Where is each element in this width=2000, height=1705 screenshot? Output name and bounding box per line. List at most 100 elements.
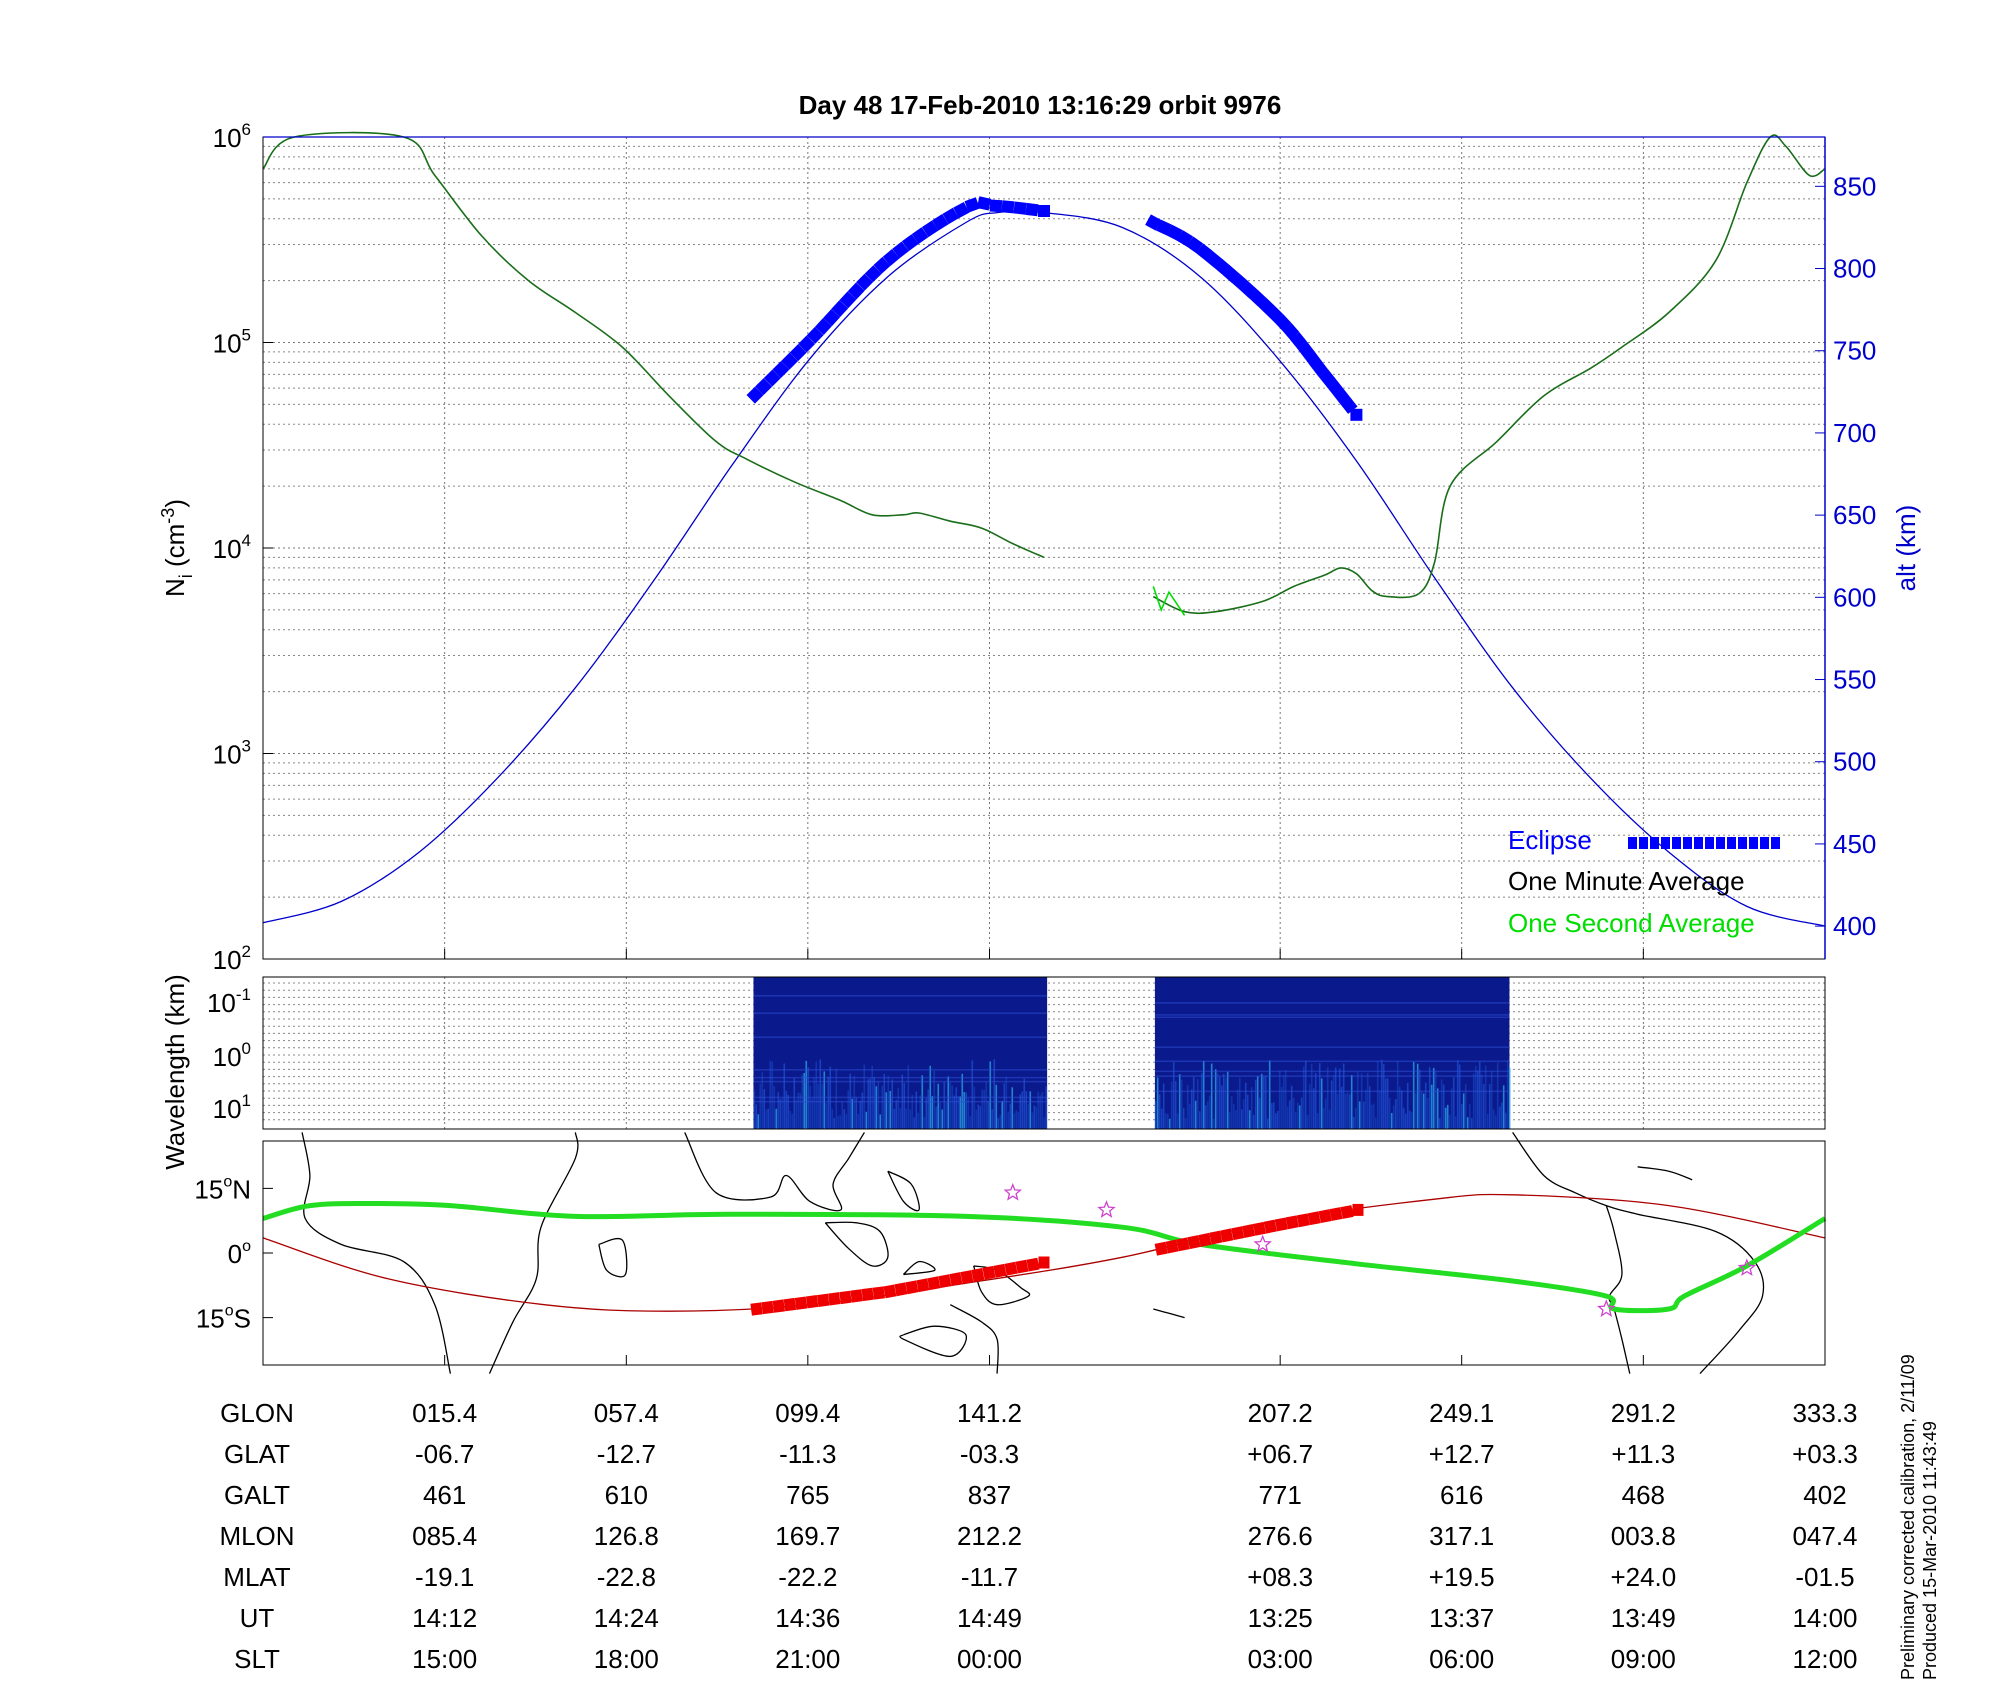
- spectrogram-column: [1340, 1086, 1343, 1129]
- spectrogram-column: [861, 1092, 864, 1129]
- red-track-marker: [971, 1267, 985, 1282]
- coastline: [949, 1304, 999, 1374]
- ylabel-unit: (cm: [160, 524, 190, 575]
- eclipse-marker: [798, 335, 816, 353]
- table-cell: -03.3: [960, 1439, 1019, 1469]
- spectrogram-column: [1023, 1078, 1026, 1129]
- spectrogram-column: [1039, 1095, 1042, 1129]
- spectrogram-column: [1284, 1070, 1287, 1129]
- spectrogram-column: [1458, 1064, 1461, 1129]
- spectrogram-column: [1410, 1112, 1413, 1129]
- spectrogram-column: [765, 1109, 768, 1129]
- spectrogram-column: [1260, 1073, 1263, 1129]
- map-frame: [262, 1140, 1826, 1366]
- spectrogram-column: [1031, 1112, 1034, 1129]
- spectrogram-column: [757, 1114, 760, 1129]
- spectrogram-column: [1386, 1078, 1389, 1129]
- spectrogram-column: [1464, 1084, 1467, 1129]
- spectrogram-column: [1282, 1075, 1285, 1129]
- spectrogram-column: [1378, 1090, 1381, 1129]
- spectrogram-band: [753, 1036, 1048, 1038]
- spectrogram-column: [1450, 1088, 1453, 1129]
- spectrogram-column: [875, 1086, 878, 1129]
- table-cell: 291.2: [1611, 1398, 1676, 1428]
- legend-eclipse-square: [1628, 837, 1637, 849]
- red-track-marker: [805, 1295, 819, 1309]
- spectrogram-column: [1164, 1113, 1167, 1129]
- spectrogram-column: [1316, 1113, 1319, 1129]
- spectrogram-column: [1358, 1101, 1361, 1129]
- spectrogram-column: [957, 1095, 960, 1129]
- red-track-marker: [1176, 1237, 1190, 1252]
- table-cell: 610: [605, 1480, 648, 1510]
- spectrogram-band: [753, 1069, 1048, 1071]
- spectrogram-column: [1506, 1060, 1509, 1129]
- spectrogram-column: [1242, 1099, 1245, 1129]
- spectrogram-column: [895, 1100, 898, 1129]
- red-track-marker: [750, 1302, 763, 1316]
- table-cell: 13:37: [1429, 1603, 1494, 1633]
- table-cell: 333.3: [1792, 1398, 1857, 1428]
- eclipse-marker: [864, 265, 882, 283]
- spectrogram-column: [1356, 1071, 1359, 1129]
- spectrogram-column: [1380, 1059, 1383, 1129]
- spectrogram-column: [1370, 1104, 1373, 1129]
- spectrogram-column: [1402, 1107, 1405, 1129]
- chart-title: Day 48 17-Feb-2010 13:16:29 orbit 9976: [799, 90, 1282, 120]
- spectrogram-column: [753, 1089, 756, 1129]
- y-tick-exp: -1: [236, 985, 251, 1004]
- spectrogram-y-tick-label: 100: [213, 1039, 251, 1072]
- spectrogram-column: [1446, 1104, 1449, 1129]
- spectrogram-column: [1184, 1118, 1187, 1129]
- spectrogram-column: [911, 1094, 914, 1129]
- red-track-marker: [993, 1263, 1007, 1278]
- legend: Eclipse One Minute Average One Second Av…: [1508, 825, 1780, 938]
- spectrogram-column: [993, 1059, 996, 1129]
- spectrogram-column: [1308, 1084, 1311, 1129]
- table-cell: 14:00: [1792, 1603, 1857, 1633]
- ephemeris-table: GLON 015.4 057.4 099.4 141.2 207.2 249.1 291.2 3…: [219, 1398, 1857, 1674]
- spectrogram-column: [949, 1082, 952, 1129]
- spectrogram-column: [877, 1080, 880, 1129]
- spectrogram-column: [1200, 1073, 1203, 1129]
- spectrogram-column: [787, 1094, 790, 1129]
- spectrogram-column: [771, 1061, 774, 1129]
- spectrogram-column: [839, 1115, 842, 1129]
- spectrogram-column: [1041, 1091, 1044, 1129]
- spectrogram-column: [1508, 1067, 1511, 1129]
- table-cell: 402: [1803, 1480, 1846, 1510]
- spectrogram-column: [1196, 1079, 1199, 1129]
- spectrogram-y-tick-label: 10-1: [207, 985, 251, 1018]
- eclipse-marker: [1013, 201, 1027, 215]
- red-track-marker: [916, 1278, 930, 1293]
- eclipse-marker: [789, 344, 807, 362]
- spectrogram-column: [1232, 1103, 1235, 1129]
- spectrogram-column: [971, 1060, 974, 1129]
- spectrogram-column: [1456, 1060, 1459, 1129]
- spectrogram-column: [955, 1087, 958, 1129]
- spectrogram-column: [1452, 1077, 1455, 1129]
- spectrogram-column: [1490, 1070, 1493, 1129]
- spectrogram-column: [761, 1072, 764, 1129]
- spectrogram-column: [1266, 1118, 1269, 1129]
- spectrogram-column: [1428, 1067, 1431, 1129]
- table-cell: +19.5: [1429, 1562, 1495, 1592]
- eclipse-marker: [847, 282, 865, 300]
- spectrogram-column: [1013, 1113, 1016, 1129]
- y-tick-exp: 6: [242, 120, 251, 139]
- spectrogram-column: [1444, 1107, 1447, 1129]
- red-track-marker: [894, 1282, 908, 1297]
- spectrogram-column: [1312, 1088, 1315, 1129]
- spectrogram-column: [999, 1115, 1002, 1129]
- spectrogram-column: [1328, 1109, 1331, 1129]
- spectrogram-column: [983, 1089, 986, 1129]
- red-track-marker: [949, 1272, 963, 1286]
- table-cell: +03.3: [1792, 1439, 1858, 1469]
- spectrogram-column: [973, 1086, 976, 1129]
- red-track-marker: [839, 1290, 852, 1305]
- y-tick-base: 10: [207, 988, 236, 1018]
- spectrogram-column: [1350, 1074, 1353, 1129]
